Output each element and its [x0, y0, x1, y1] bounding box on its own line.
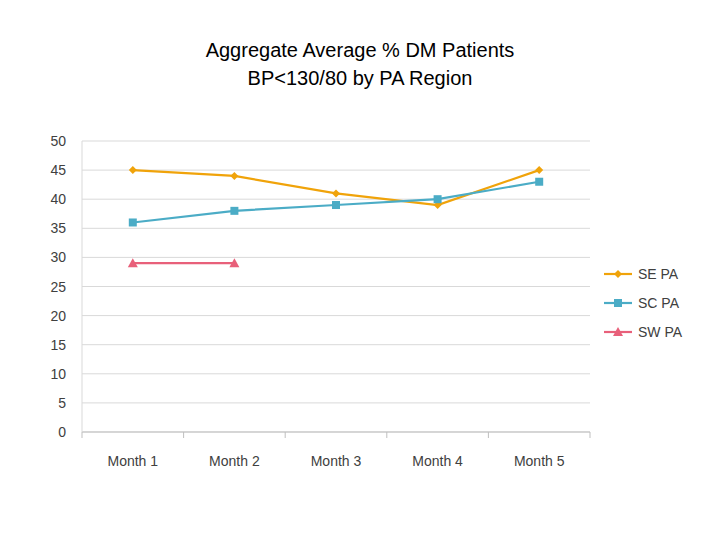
- x-tick: [285, 432, 286, 438]
- x-tick: [386, 432, 387, 438]
- legend-marker: [614, 270, 622, 278]
- grid-line: [82, 228, 590, 229]
- data-point: [229, 258, 239, 267]
- grid-line: [82, 199, 590, 200]
- chart-title: BP<130/80 by PA Region: [248, 67, 473, 89]
- x-tick-label: Month 3: [311, 453, 362, 469]
- y-tick-label: 50: [50, 133, 66, 149]
- legend-label: SE PA: [638, 266, 679, 282]
- data-point: [230, 207, 238, 215]
- series-line: [133, 170, 539, 205]
- y-tick-label: 45: [50, 162, 66, 178]
- x-tick: [590, 432, 591, 438]
- x-tick-label: Month 5: [514, 453, 565, 469]
- y-axis: [82, 141, 83, 432]
- x-tick-label: Month 4: [412, 453, 463, 469]
- y-tick-label: 35: [50, 220, 66, 236]
- grid-line: [82, 373, 590, 374]
- grid-line: [82, 315, 590, 316]
- y-tick-label: 0: [58, 424, 66, 440]
- data-point: [535, 166, 543, 174]
- data-point: [230, 172, 238, 180]
- grid-line: [82, 257, 590, 258]
- grid-line: [82, 170, 590, 171]
- data-point: [129, 166, 137, 174]
- legend-label: SC PA: [638, 295, 680, 311]
- y-tick-label: 5: [58, 395, 66, 411]
- data-point: [332, 201, 340, 209]
- grid-line: [82, 344, 590, 345]
- grid-line: [82, 432, 590, 433]
- y-tick-label: 20: [50, 308, 66, 324]
- y-tick-label: 30: [50, 249, 66, 265]
- data-point: [128, 258, 138, 267]
- legend-label: SW PA: [638, 324, 683, 340]
- x-tick: [183, 432, 184, 438]
- y-tick-label: 40: [50, 191, 66, 207]
- chart-title: Aggregate Average % DM Patients: [206, 39, 515, 61]
- y-tick-label: 10: [50, 366, 66, 382]
- x-tick-label: Month 1: [108, 453, 159, 469]
- legend-marker: [613, 327, 623, 336]
- legend-marker: [614, 299, 622, 307]
- plot-area: [128, 166, 543, 267]
- grid-line: [82, 402, 590, 403]
- x-tick: [488, 432, 489, 438]
- series-line: [133, 262, 235, 264]
- grid-line: [82, 141, 590, 142]
- series-line: [133, 182, 539, 223]
- y-tick-label: 15: [50, 337, 66, 353]
- data-point: [332, 189, 340, 197]
- y-tick-label: 25: [50, 279, 66, 295]
- data-point: [535, 178, 543, 186]
- x-axis: [82, 432, 590, 433]
- grid-line: [82, 286, 590, 287]
- chart: Aggregate Average % DM Patients BP<130/80…: [0, 0, 720, 540]
- data-point: [434, 195, 442, 203]
- x-tick-label: Month 2: [209, 453, 260, 469]
- x-tick: [82, 432, 83, 438]
- data-point: [129, 218, 137, 226]
